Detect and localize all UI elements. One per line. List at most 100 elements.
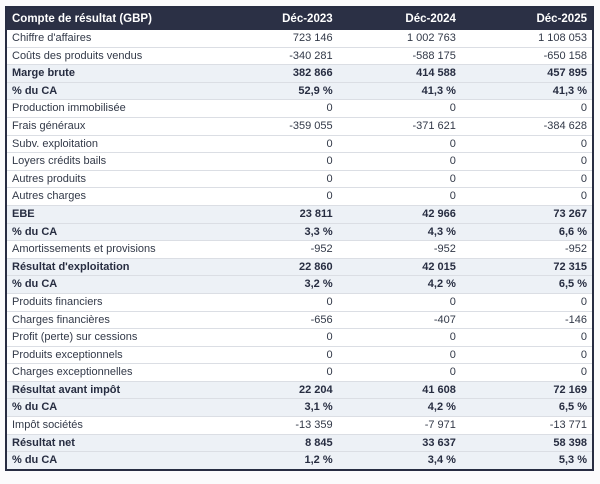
row-label: Charges financières bbox=[6, 310, 218, 329]
row-label: Impôt sociétés bbox=[6, 416, 218, 435]
table-header-row: Compte de résultat (GBP) Déc-2023 Déc-20… bbox=[6, 7, 593, 30]
cell-value: 0 bbox=[217, 134, 338, 153]
cell-value: 58 398 bbox=[460, 433, 593, 452]
table-row: Profit (perte) sur cessions 0 0 0 bbox=[6, 328, 593, 347]
cell-value: 0 bbox=[460, 152, 593, 171]
row-label: Profit (perte) sur cessions bbox=[6, 328, 218, 347]
cell-value: 3,4 % bbox=[337, 451, 461, 470]
table-body: Chiffre d'affaires 723 146 1 002 763 1 108 … bbox=[6, 30, 593, 470]
row-label: Autres charges bbox=[6, 187, 218, 206]
row-label: Chiffre d'affaires bbox=[12, 32, 92, 44]
table-row: Autres produits 0 0 0 bbox=[6, 169, 593, 188]
cell-value: -952 bbox=[337, 240, 461, 259]
table-row: Frais généraux -359 055 -371 621 -384 628 bbox=[6, 116, 593, 136]
cell-value: 0 bbox=[217, 99, 338, 118]
cell-value: 382 866 bbox=[217, 64, 338, 83]
cell-value: 0 bbox=[217, 328, 338, 347]
table-title: Compte de résultat (GBP) bbox=[6, 7, 218, 30]
table-row: Amortissements et provisions -952 -952 -952 bbox=[6, 240, 593, 259]
cell-value: 1,2 % bbox=[217, 451, 338, 470]
row-label: Résultat avant impôt bbox=[6, 380, 218, 399]
cell-value: 0 bbox=[460, 292, 593, 311]
table-row: % du CA 3,3 % 4,3 % 6,6 % bbox=[6, 222, 593, 241]
row-label: Coûts des produits vendus bbox=[6, 46, 218, 65]
cell-value: 0 bbox=[460, 328, 593, 347]
table-row: Produits exceptionnels 0 0 0 bbox=[6, 345, 593, 364]
cell-value: 0 bbox=[337, 99, 461, 118]
row-label: % du CA bbox=[6, 451, 218, 470]
cell-value: 0 bbox=[337, 187, 461, 206]
cell-value: 1 002 763 bbox=[406, 32, 456, 44]
cell-value: 4,2 % bbox=[337, 275, 461, 294]
row-label: Marge brute bbox=[6, 64, 218, 83]
row-label: Charges exceptionnelles bbox=[6, 363, 218, 382]
cell-value: 52,9 % bbox=[217, 81, 338, 100]
cell-value: 0 bbox=[217, 152, 338, 171]
table-row: Charges exceptionnelles 0 0 0 bbox=[6, 363, 593, 382]
cell-value: 3,1 % bbox=[217, 398, 338, 417]
cell-value: 22 860 bbox=[217, 257, 338, 276]
table-row: % du CA 3,1 % 4,2 % 6,5 % bbox=[6, 398, 593, 417]
cell-value: 41,3 % bbox=[460, 81, 593, 100]
cell-value: 3,3 % bbox=[217, 222, 338, 241]
income-statement-table: Compte de résultat (GBP) Déc-2023 Déc-20… bbox=[5, 6, 594, 471]
cell-value: -340 281 bbox=[217, 46, 338, 65]
cell-value: 0 bbox=[217, 292, 338, 311]
cell-value: 6,6 % bbox=[460, 222, 593, 241]
cell-value: 73 267 bbox=[460, 204, 593, 224]
cell-value: -650 158 bbox=[460, 46, 593, 65]
cell-value: 0 bbox=[337, 292, 461, 311]
cell-value: 23 811 bbox=[217, 204, 338, 224]
cell-value: 3,2 % bbox=[217, 275, 338, 294]
table-row: Produits financiers 0 0 0 bbox=[6, 292, 593, 311]
cell-value: 0 bbox=[460, 99, 593, 118]
cell-value: -952 bbox=[217, 240, 338, 259]
table-row: EBE 23 811 42 966 73 267 bbox=[6, 204, 593, 224]
cell-value: 4,3 % bbox=[337, 222, 461, 241]
cell-value: 72 315 bbox=[460, 257, 593, 276]
cell-value: 457 895 bbox=[460, 64, 593, 83]
cell-value: 0 bbox=[337, 345, 461, 364]
cell-value: 6,5 % bbox=[460, 275, 593, 294]
cell-value: 0 bbox=[337, 134, 461, 153]
cell-value: -359 055 bbox=[217, 116, 338, 136]
table-row: Subv. exploitation 0 0 0 bbox=[6, 134, 593, 153]
row-label: % du CA bbox=[6, 81, 218, 100]
table-row: % du CA 1,2 % 3,4 % 5,3 % bbox=[6, 451, 593, 470]
row-label: % du CA bbox=[6, 398, 218, 417]
cell-value: 0 bbox=[217, 187, 338, 206]
cell-value: -146 bbox=[460, 310, 593, 329]
table-row: Résultat d'exploitation 22 860 42 015 72 31… bbox=[6, 257, 593, 276]
table-row: Loyers crédits bails 0 0 0 bbox=[6, 152, 593, 171]
cell-value: -952 bbox=[460, 240, 593, 259]
cell-value: 723 146 bbox=[292, 32, 333, 44]
cell-value: 0 bbox=[337, 363, 461, 382]
cell-value: 0 bbox=[217, 363, 338, 382]
table-row: Production immobilisée 0 0 0 bbox=[6, 99, 593, 118]
cell-value: 22 204 bbox=[217, 380, 338, 399]
cell-value: 41,3 % bbox=[337, 81, 461, 100]
table-row: Résultat avant impôt 22 204 41 608 72 169 bbox=[6, 380, 593, 399]
row-label: % du CA bbox=[6, 222, 218, 241]
table-row: Coûts des produits vendus -340 281 -588 17… bbox=[6, 46, 593, 65]
cell-value: 6,5 % bbox=[460, 398, 593, 417]
cell-value: 5,3 % bbox=[460, 451, 593, 470]
column-header-dec-2024: Déc-2024 bbox=[337, 7, 461, 30]
cell-value: 41 608 bbox=[337, 380, 461, 399]
row-label: Résultat d'exploitation bbox=[6, 257, 218, 276]
cell-value: -384 628 bbox=[460, 116, 593, 136]
row-label: Amortissements et provisions bbox=[6, 240, 218, 259]
table-row: Résultat net 8 845 33 637 58 398 bbox=[6, 433, 593, 452]
row-label: Loyers crédits bails bbox=[6, 152, 218, 171]
cell-value: 0 bbox=[460, 363, 593, 382]
cell-value: 0 bbox=[337, 328, 461, 347]
cell-value: -407 bbox=[337, 310, 461, 329]
table-row: Chiffre d'affaires 723 146 1 002 763 1 108 … bbox=[6, 30, 593, 48]
cell-value: -13 771 bbox=[460, 416, 593, 435]
row-label: Autres produits bbox=[6, 169, 218, 188]
row-label: Résultat net bbox=[6, 433, 218, 452]
column-header-dec-2023: Déc-2023 bbox=[217, 7, 338, 30]
cell-value: 0 bbox=[460, 187, 593, 206]
cell-value: -13 359 bbox=[217, 416, 338, 435]
